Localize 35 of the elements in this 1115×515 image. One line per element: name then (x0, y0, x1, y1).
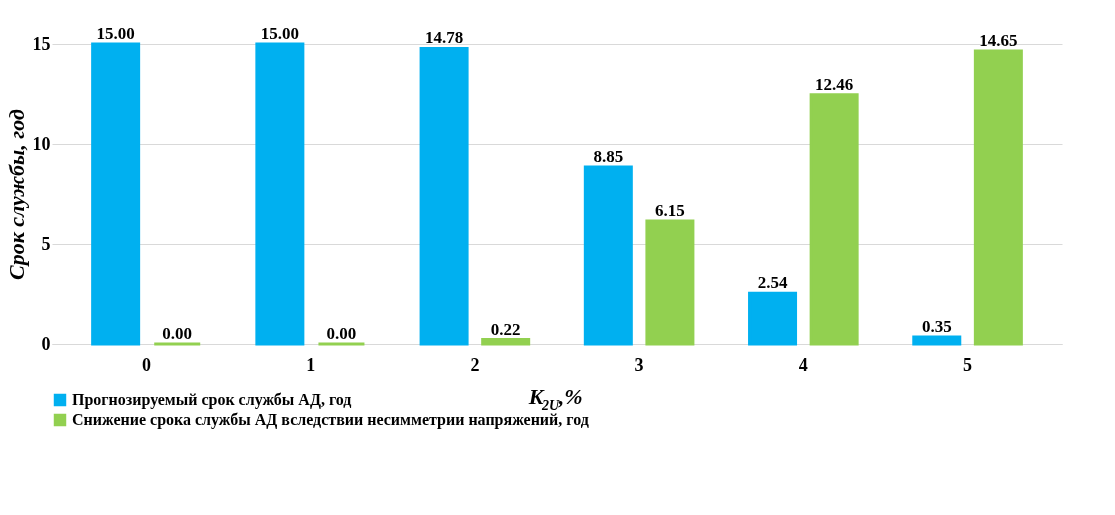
x-tick-label: 3 (634, 354, 644, 375)
y-tick-label: 0 (41, 333, 51, 354)
x-tick-label: 4 (798, 354, 808, 375)
legend-label: Прогнозируемый срок службы АД, год (72, 391, 352, 409)
y-tick-label: 5 (41, 233, 51, 254)
bar (645, 219, 695, 346)
text: 14.78 (424, 28, 464, 48)
x-tick-label: 2 (470, 354, 480, 375)
bar (809, 93, 859, 346)
text: 15.00 (96, 24, 135, 43)
bar (748, 291, 798, 346)
x-tick-label: 5 (963, 354, 973, 375)
bar (583, 165, 633, 346)
bar (481, 338, 531, 346)
bar (419, 46, 469, 346)
text: 0.35 (921, 317, 952, 336)
legend-label: Снижение срока службы АД вследствии несимметрии напряжений, год (72, 411, 589, 429)
text: 12.46 (815, 74, 854, 94)
bar (255, 42, 305, 346)
x-tick-label: 1 (306, 354, 316, 375)
text: 0.00 (162, 324, 193, 343)
text: 2.54 (757, 273, 788, 293)
text: 0.00 (326, 324, 357, 343)
text: 6.15 (655, 201, 685, 220)
text: 14.65 (979, 31, 1018, 50)
y-tick-label: 10 (32, 133, 51, 154)
y-tick-label: 15 (32, 33, 51, 54)
bar (973, 49, 1023, 346)
text: 0.22 (490, 319, 521, 339)
bar (912, 335, 962, 346)
text: 15.00 (260, 24, 299, 43)
x-tick-label: 0 (141, 354, 151, 375)
y-axis-title: Срок службы, год (3, 108, 29, 280)
text: 8.85 (593, 147, 624, 166)
bar (91, 42, 141, 346)
